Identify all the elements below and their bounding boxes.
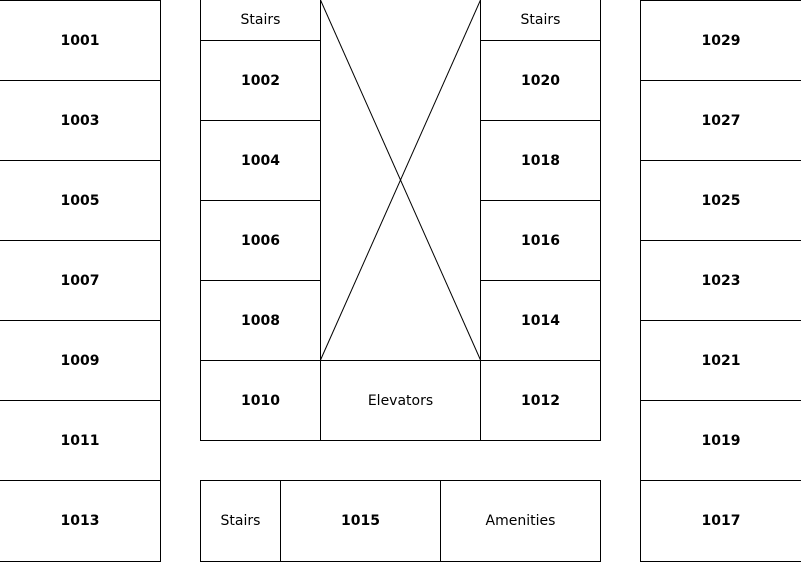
room-1018[interactable]: 1018 bbox=[480, 120, 601, 201]
room-1012[interactable]: 1012 bbox=[480, 360, 601, 441]
room-1010[interactable]: 1010 bbox=[200, 360, 321, 441]
room-1019[interactable]: 1019 bbox=[640, 400, 801, 481]
room-1025[interactable]: 1025 bbox=[640, 160, 801, 241]
stairs-bottom[interactable]: Stairs bbox=[200, 480, 281, 562]
stairs-right[interactable]: Stairs bbox=[480, 0, 601, 41]
room-1023[interactable]: 1023 bbox=[640, 240, 801, 321]
stairs-left[interactable]: Stairs bbox=[200, 0, 321, 41]
open-shaft-x bbox=[320, 0, 481, 361]
room-1017[interactable]: 1017 bbox=[640, 480, 801, 562]
room-1005[interactable]: 1005 bbox=[0, 160, 161, 241]
room-1009[interactable]: 1009 bbox=[0, 320, 161, 401]
elevators[interactable]: Elevators bbox=[320, 360, 481, 441]
room-1001[interactable]: 1001 bbox=[0, 0, 161, 81]
room-1008[interactable]: 1008 bbox=[200, 280, 321, 361]
room-1015[interactable]: 1015 bbox=[280, 480, 441, 562]
room-1027[interactable]: 1027 bbox=[640, 80, 801, 161]
room-1020[interactable]: 1020 bbox=[480, 40, 601, 121]
room-1004[interactable]: 1004 bbox=[200, 120, 321, 201]
amenities[interactable]: Amenities bbox=[440, 480, 601, 562]
room-1021[interactable]: 1021 bbox=[640, 320, 801, 401]
room-1002[interactable]: 1002 bbox=[200, 40, 321, 121]
room-1029[interactable]: 1029 bbox=[640, 0, 801, 81]
room-1016[interactable]: 1016 bbox=[480, 200, 601, 281]
room-1011[interactable]: 1011 bbox=[0, 400, 161, 481]
room-1013[interactable]: 1013 bbox=[0, 480, 161, 562]
room-1014[interactable]: 1014 bbox=[480, 280, 601, 361]
room-1003[interactable]: 1003 bbox=[0, 80, 161, 161]
room-1007[interactable]: 1007 bbox=[0, 240, 161, 321]
room-1006[interactable]: 1006 bbox=[200, 200, 321, 281]
